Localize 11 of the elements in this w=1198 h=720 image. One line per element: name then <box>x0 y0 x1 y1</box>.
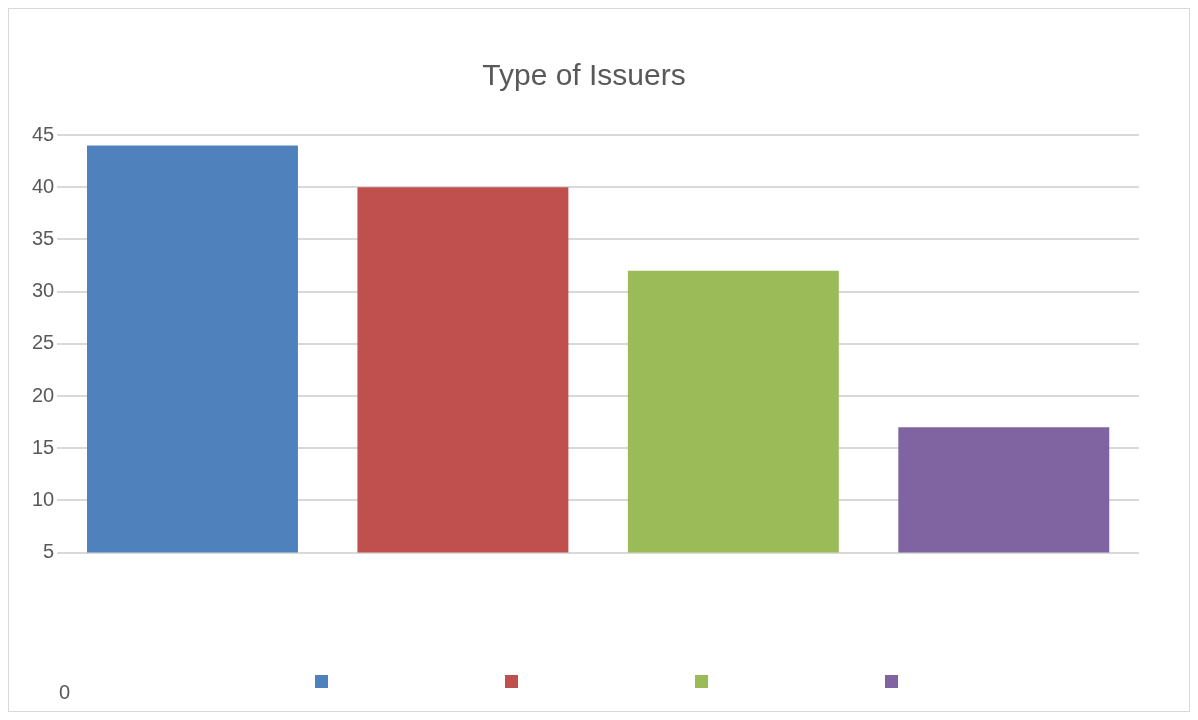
y-tick-label: 20 <box>32 383 55 406</box>
y-tick-label: 45 <box>32 122 55 145</box>
chart-title: Type of Issuers <box>482 58 686 92</box>
y-tick-label: 30 <box>32 279 55 302</box>
y-tick-label: 40 <box>32 174 55 197</box>
text: 0 <box>59 680 71 703</box>
y-tick-label: 5 <box>43 540 55 563</box>
y-tick-label: 15 <box>32 435 55 458</box>
y-tick-label: 10 <box>32 487 55 510</box>
y-tick-label: 35 <box>32 226 55 249</box>
y-tick-label: 25 <box>32 331 55 354</box>
